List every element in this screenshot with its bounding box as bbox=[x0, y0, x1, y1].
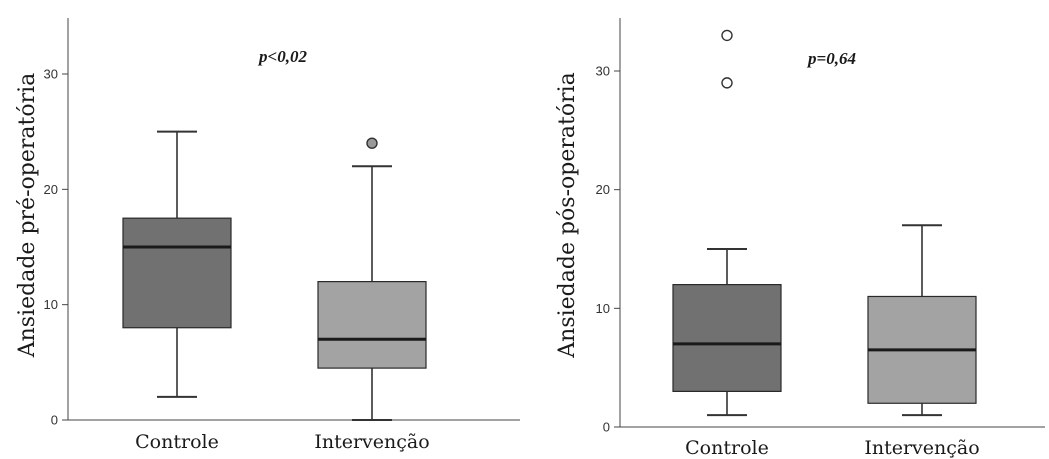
box bbox=[672, 284, 782, 393]
outlier-point bbox=[366, 137, 378, 149]
panel-post-operative: Ansiedade pós-operatória p=0,64 0 10 20 30 C… bbox=[555, 18, 1045, 459]
y-tick-label: 10 bbox=[44, 297, 58, 312]
plot-area: 0 10 20 30 Controle Intervenção bbox=[44, 18, 520, 453]
x-category-label: Intervenção bbox=[864, 437, 979, 459]
box bbox=[122, 217, 232, 329]
y-tick-label: 20 bbox=[596, 182, 610, 197]
x-category-label: Controle bbox=[685, 437, 769, 459]
panel-pre-operative: Ansiedade pré-operatória p<0,02 0 10 20 30 C… bbox=[15, 18, 520, 453]
y-tick-label: 0 bbox=[603, 420, 610, 435]
p-value-annotation: p=0,64 bbox=[806, 49, 856, 68]
y-tick-label: 0 bbox=[51, 413, 58, 428]
outlier-point bbox=[721, 29, 733, 42]
y-tick-label: 10 bbox=[596, 301, 610, 316]
outlier-point bbox=[721, 77, 733, 89]
x-category-label: Controle bbox=[135, 431, 219, 453]
y-axis-label: Ansiedade pós-operatória bbox=[555, 72, 580, 358]
y-axis-label: Ansiedade pré-operatória bbox=[15, 73, 40, 359]
x-category-label: Intervenção bbox=[314, 431, 429, 453]
y-tick-label: 30 bbox=[596, 64, 610, 79]
y-tick-label: 30 bbox=[44, 67, 58, 82]
p-value-annotation: p<0,02 bbox=[257, 47, 307, 66]
box bbox=[317, 281, 427, 369]
plot-area: 0 10 20 30 Controle Intervenção bbox=[596, 18, 1045, 459]
y-tick-label: 20 bbox=[44, 182, 58, 197]
